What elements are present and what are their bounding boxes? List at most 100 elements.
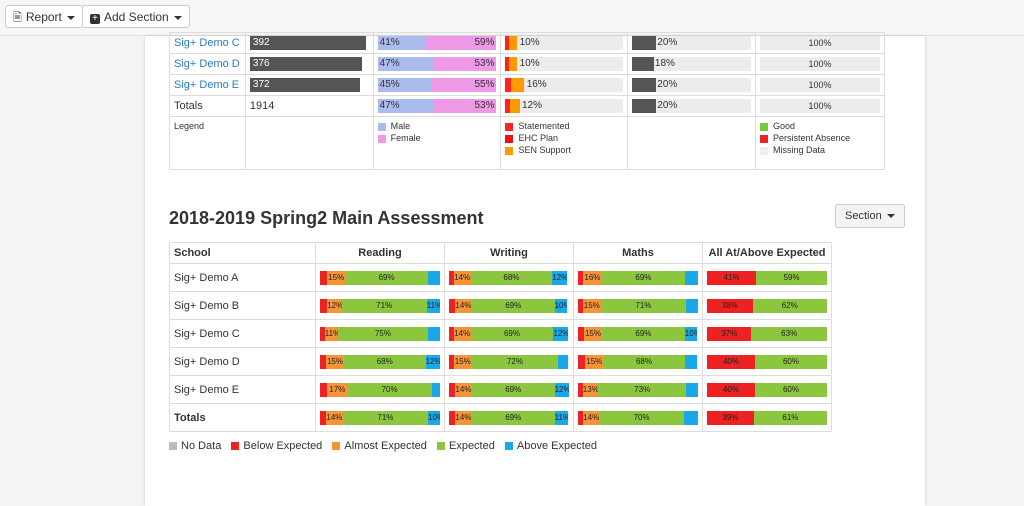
school-cell[interactable]: Sig+ Demo D (169, 53, 246, 75)
female-segment: 53% (433, 99, 497, 113)
writing-cell: 15% 72% (444, 347, 574, 376)
maths-bar: 15%69%10% (578, 326, 698, 341)
writing-almost-segment: 14% (455, 410, 472, 425)
count-bar: 372 (249, 78, 369, 92)
school-name: Sig+ Demo A (174, 271, 239, 284)
reading-bar: 11%75% (320, 326, 440, 341)
legend-text: Persistent Absence (773, 133, 851, 143)
school-name: Sig+ Demo D (174, 355, 240, 368)
add-section-button[interactable]: + Add Section (82, 5, 190, 28)
maths-below-segment (578, 410, 583, 425)
pupil-count-cell: 376 (244, 53, 374, 75)
school-cell: Sig+ Demo E (169, 375, 316, 404)
assessment-row: Sig+ Demo C11%75%14%69%12%15%69%10%37%63… (169, 319, 832, 348)
writing-almost-segment: 14% (453, 270, 471, 285)
percentage-fill (632, 36, 657, 50)
writing-cell: 14%69%12% (444, 375, 574, 404)
writing-below-segment (449, 410, 455, 425)
sen-bar-bg (505, 57, 624, 71)
report-button[interactable]: 🗎 Report (5, 5, 83, 28)
percentage-label: 18% (654, 58, 675, 69)
legend-item-persistent_absence: Persistent Absence (760, 133, 880, 143)
header-maths: Maths (573, 242, 703, 264)
legend-label: Legend (174, 121, 205, 131)
reading-below-segment (320, 298, 328, 313)
persistent_absence-swatch (760, 134, 769, 143)
maths-above-segment (686, 382, 698, 397)
maths-below-segment (578, 382, 583, 397)
below-swatch (231, 442, 240, 451)
writing-bar: 14%69%11% (449, 410, 569, 425)
school-cell[interactable]: Sig+ Demo E (169, 74, 246, 96)
female-swatch (377, 134, 386, 143)
percentage-fill (632, 78, 657, 92)
totals-count: 1914 (249, 100, 275, 112)
summary-row: Totals 1914 47% 53% 12% 20% 100% (169, 95, 885, 117)
all-at-segment: 61% (753, 410, 827, 425)
maths-expected-segment: 69% (602, 270, 685, 285)
female-segment: 59% (426, 36, 497, 50)
count-bar: 392 (249, 36, 369, 50)
school-link[interactable]: Sig+ Demo D (174, 58, 240, 70)
legend-text: Male (390, 121, 411, 131)
writing-cell: 14%69%12% (444, 319, 574, 348)
percentage-cell: 18% (627, 53, 757, 75)
percentage-bar: 20% (632, 99, 752, 113)
legend-expected-label: Expected (448, 440, 495, 452)
maths-expected-segment: 70% (599, 410, 684, 425)
maths-below-segment (578, 270, 583, 285)
all-expected-cell: 40% 60% (702, 347, 832, 376)
legend-almost-label: Almost Expected (344, 440, 427, 452)
school-link[interactable]: Sig+ Demo E (174, 79, 240, 91)
gender-bar: 47% 53% (377, 57, 497, 71)
percentage-bar-bg (632, 99, 752, 113)
maths-cell: 15% 68% (573, 347, 703, 376)
reading-bar: 12%71%11% (320, 298, 440, 313)
writing-expected-segment: 69% (471, 410, 555, 425)
school-cell: Totals (169, 403, 316, 432)
section-button[interactable]: Section (835, 204, 905, 228)
all-expected-cell: 41% 59% (702, 263, 832, 292)
percentage-bar-bg (632, 36, 752, 50)
writing-almost-segment: 14% (455, 382, 472, 397)
legend-almost: Almost Expected (332, 440, 427, 452)
maths-almost-segment: 15% (584, 326, 602, 341)
all-expected-bar: 40% 60% (707, 354, 827, 369)
legend-item-female: Female (377, 133, 497, 143)
percentage-bar: 20% (632, 78, 752, 92)
attendance-bar-bg (760, 99, 880, 113)
legend-text: Statemented (518, 121, 570, 131)
sen-bar: 16% (505, 78, 624, 92)
reading-expected-segment: 71% (341, 298, 427, 313)
header-reading: Reading (315, 242, 445, 264)
percentage-cell: 20% (627, 74, 757, 96)
reading-almost-segment: 14% (326, 410, 343, 425)
section-title: 2018-2019 Spring2 Main Assessment (169, 208, 484, 228)
summary-row: Sig+ Demo E 372 45% 55% 16% 20% 100% (169, 74, 885, 96)
school-cell[interactable]: Sig+ Demo C (169, 32, 246, 54)
count-bar-fill: 372 (249, 78, 361, 92)
all-expected-bar: 38% 62% (707, 298, 827, 313)
totals-label: Totals (174, 100, 203, 112)
sen-support-segment (511, 78, 525, 92)
maths-bar: 16% 69% (578, 270, 698, 285)
school-link[interactable]: Sig+ Demo C (174, 37, 240, 49)
reading-bar: 14%71%10% (320, 410, 440, 425)
maths-cell: 16% 69% (573, 263, 703, 292)
legend-item-missing_data: Missing Data (760, 145, 880, 155)
header-school: School (169, 242, 316, 264)
writing-expected-segment: 69% (471, 382, 555, 397)
maths-expected-segment: 69% (602, 326, 685, 341)
reading-expected-segment: 69% (345, 270, 428, 285)
writing-cell: 14%69%10% (444, 291, 574, 320)
maths-above-segment (686, 298, 698, 313)
count-bar-fill: 392 (249, 36, 367, 50)
gender-bar: 45% 55% (377, 78, 497, 92)
writing-below-segment (449, 326, 454, 341)
top-toolbar: 🗎 Report + Add Section (0, 0, 1024, 36)
add-section-label: Add Section (104, 10, 169, 24)
reading-almost-segment: 12% (327, 298, 342, 313)
reading-expected-segment: 68% (344, 354, 426, 369)
all-expected-bar: 37% 63% (707, 326, 827, 341)
legend-above-label: Above Expected (516, 440, 598, 452)
